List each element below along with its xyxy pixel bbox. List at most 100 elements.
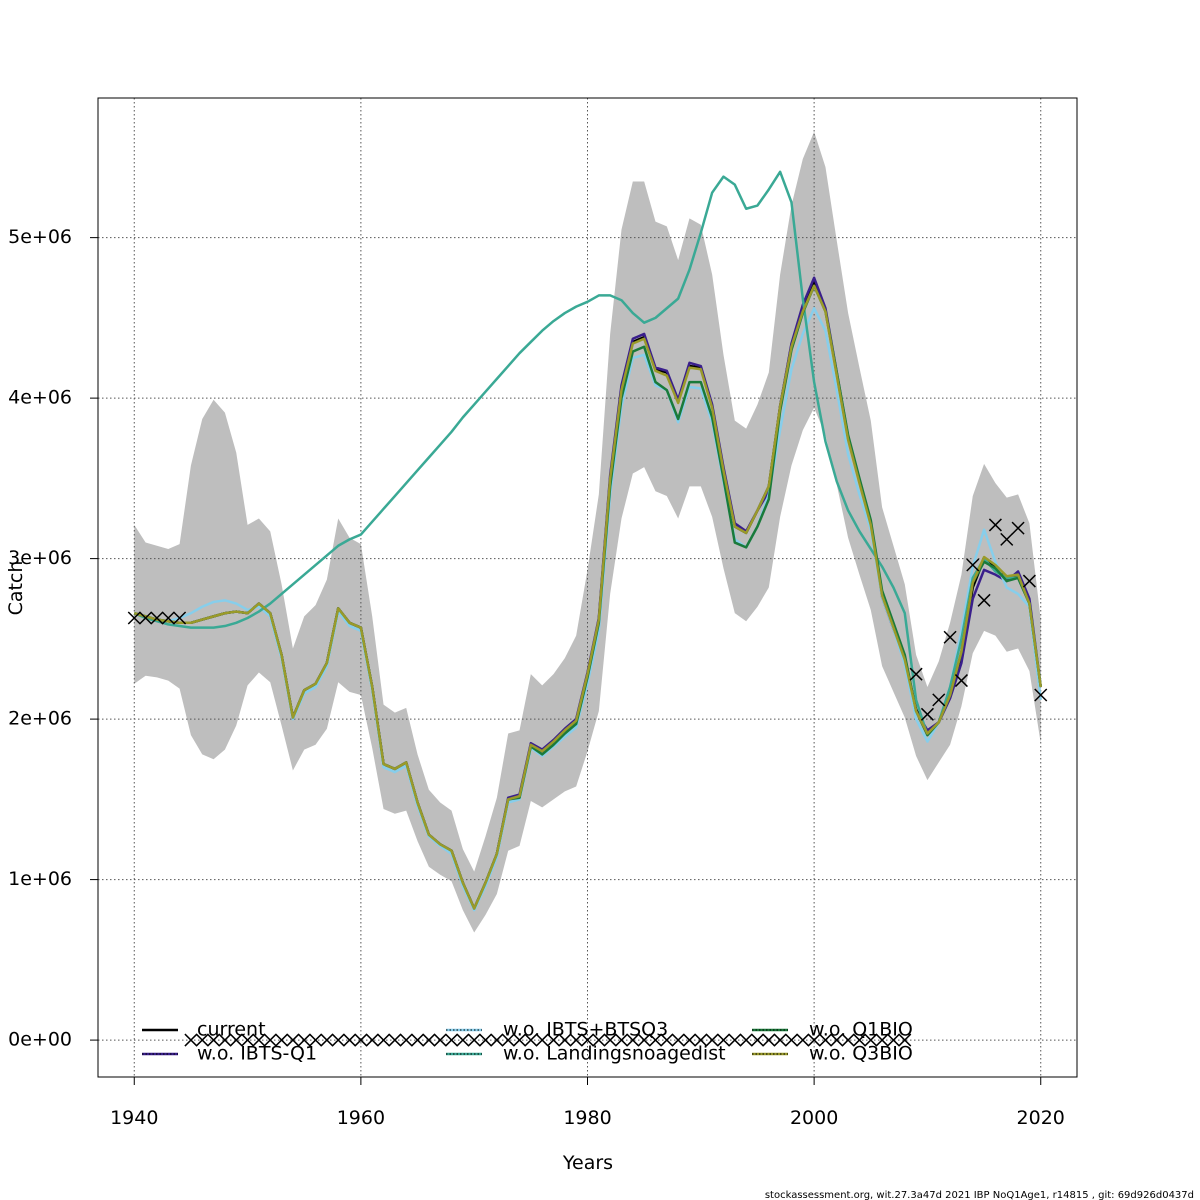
observed-point [841,1033,855,1047]
observed-point [875,1033,889,1047]
observed-point [127,611,141,625]
observed-point [150,611,164,625]
observed-point [297,1033,311,1047]
legend-label: current [197,1019,266,1041]
observed-point [512,1033,527,1047]
observed-point [592,1033,606,1047]
observed-point [365,1033,379,1047]
observed-point [864,1033,878,1047]
observed-point [388,1033,402,1047]
observed-point [161,611,175,625]
observed-point [818,1033,832,1047]
observed-point [1000,532,1014,546]
observed-point [524,1033,538,1047]
y-tick-label: 0e+00 [8,1029,72,1051]
y-tick-label: 2e+06 [8,708,72,730]
observed-point [331,1033,345,1047]
observed-point [694,1033,708,1047]
observed-point [603,1033,617,1047]
y-axis-label: Catch [5,561,27,616]
observed-point [490,1033,504,1047]
legend-label: w.o. Q3BIO [809,1043,913,1065]
observed-point [478,1033,493,1047]
observed-point [411,1033,425,1047]
observed-point [648,1033,663,1047]
observed-point [977,593,991,607]
observed-point [456,1033,470,1047]
observed-point [444,1033,459,1047]
y-tick-label: 5e+06 [8,226,72,248]
observed-point [626,1033,640,1047]
observed-point [229,1033,243,1047]
observed-point [716,1033,731,1047]
y-tick-label: 4e+06 [8,387,72,409]
x-tick-label: 1980 [563,1107,611,1129]
observed-point [467,1033,481,1047]
observed-point [909,667,923,681]
legend-label: w.o. Landingsnoagedist [503,1043,726,1065]
observed-point [354,1033,368,1047]
observed-point [932,693,946,707]
legend-label: w.o. IBTS-Q1 [197,1043,317,1065]
observed-point [637,1033,651,1047]
observed-point [241,1033,255,1047]
observed-point [399,1033,413,1047]
observed-point [569,1033,583,1047]
observed-point [660,1033,674,1047]
observed-point [671,1033,685,1047]
series-layer [133,170,1042,912]
confidence-band [134,131,1041,933]
observed-point [535,1033,549,1047]
observed-point [1034,688,1048,702]
observed-points-layer [127,518,1048,1047]
observed-point [796,1033,810,1047]
observed-point [422,1033,436,1047]
footer-text: stockassessment.org, wit.27.3a47d 2021 I… [765,1190,1194,1200]
y-tick-label: 3e+06 [8,547,72,569]
observed-point [728,1033,742,1047]
observed-point [558,1033,572,1047]
observed-point [263,1033,277,1047]
observed-point [852,1033,866,1047]
observed-point [286,1033,300,1047]
observed-point [309,1033,323,1047]
observed-point [807,1033,821,1047]
observed-point [920,707,934,721]
observed-point [207,1033,221,1047]
y-tick-label: 1e+06 [8,868,72,890]
observed-point [966,558,980,572]
observed-point [784,1033,798,1047]
observed-point [1011,521,1025,535]
x-tick-label: 1940 [110,1107,158,1129]
observed-point [943,630,957,644]
observed-point [773,1033,787,1047]
observed-point [433,1033,447,1047]
observed-point [252,1033,266,1047]
observed-point [501,1033,515,1047]
x-tick-label: 1960 [337,1107,385,1129]
series-line-w-o-landingsnoagedist [133,170,1042,737]
legend-label: w.o. IBTS+BTSQ3 [503,1019,668,1041]
observed-point [988,518,1002,532]
observed-point [343,1033,357,1047]
observed-point [139,611,153,625]
confidence-band-layer [134,131,1041,933]
legend-label: w.o. Q1BIO [809,1019,913,1041]
observed-point [195,1033,209,1047]
observed-point [377,1033,391,1047]
observed-point [830,1033,844,1047]
x-tick-label: 2000 [790,1107,838,1129]
observed-point [546,1033,561,1047]
observed-point [580,1033,595,1047]
observed-point [1022,574,1036,588]
observed-point [682,1033,697,1047]
axes-layer: 1940 1960 1980 2000 2020 0e+00 1e+06 2e+06 3e+06… [8,226,1065,1129]
x-axis-label: Years [562,1152,613,1174]
x-tick-label: 2020 [1017,1107,1065,1129]
observed-point [886,1033,900,1047]
observed-point [184,1033,198,1047]
observed-point [750,1033,764,1047]
observed-point [954,674,968,688]
observed-point [898,1033,912,1047]
